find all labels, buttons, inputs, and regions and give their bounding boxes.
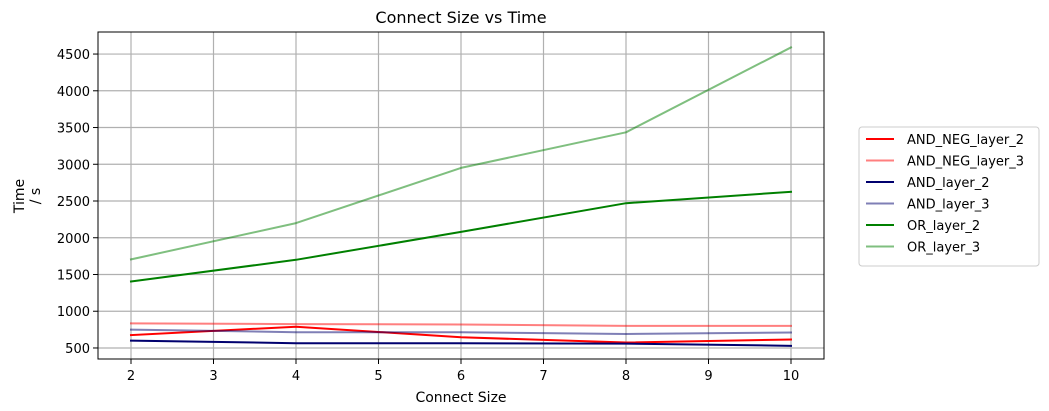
- series-line-AND_NEG_layer_3: [129, 322, 792, 327]
- y-tick-label: 1500: [57, 268, 90, 283]
- series-line-OR_layer_2: [129, 190, 793, 283]
- x-tick-label: 2: [127, 369, 135, 384]
- legend: AND_NEG_layer_2 AND_NEG_layer_3 AND_layer_…: [858, 126, 1040, 267]
- legend-label: AND_NEG_layer_3: [907, 155, 1024, 170]
- y-tick-label: 3000: [57, 158, 90, 173]
- legend-label: AND_layer_2: [907, 176, 990, 191]
- grid: [98, 32, 824, 359]
- y-tick-label: 2500: [57, 195, 90, 210]
- x-tick-label: 8: [622, 369, 630, 384]
- x-tick-label: 10: [783, 369, 800, 384]
- series-line-OR_layer_3: [129, 46, 793, 261]
- y-tick-label: 4500: [57, 48, 90, 63]
- series-line-AND_NEG_layer_2: [129, 325, 793, 344]
- series-lines: [129, 46, 793, 347]
- y-axis: 500 1000 1500 2000 2500 3000 3500 4000 4500: [57, 48, 98, 357]
- legend-box: [858, 126, 1040, 267]
- series-line-AND_layer_3: [129, 328, 793, 335]
- x-tick-label: 7: [539, 369, 547, 384]
- y-tick-label: 2000: [57, 232, 90, 247]
- x-tick-label: 4: [292, 369, 300, 384]
- y-axis-label-line-1: Time: [12, 179, 28, 214]
- legend-label: AND_layer_3: [907, 198, 990, 213]
- y-tick-label: 3500: [57, 122, 90, 137]
- y-tick-label: 500: [65, 342, 90, 357]
- legend-label: AND_NEG_layer_2: [907, 133, 1024, 148]
- series-line-AND_layer_2: [129, 339, 793, 347]
- x-tick-label: 9: [704, 369, 712, 384]
- y-tick-label: 1000: [57, 305, 90, 320]
- x-axis-label: Connect Size: [415, 390, 506, 406]
- legend-label: OR_layer_3: [907, 241, 980, 256]
- x-tick-label: 3: [209, 369, 217, 384]
- chart-title: Connect Size vs Time: [375, 8, 546, 27]
- y-tick-label: 4000: [57, 85, 90, 100]
- y-axis-label-line-2: / s: [28, 188, 44, 204]
- x-tick-label: 6: [457, 369, 465, 384]
- legend-label: OR_layer_2: [907, 219, 980, 234]
- x-tick-label: 5: [374, 369, 382, 384]
- x-axis: 2 3 4 5 6 7 8 9 10: [127, 359, 799, 384]
